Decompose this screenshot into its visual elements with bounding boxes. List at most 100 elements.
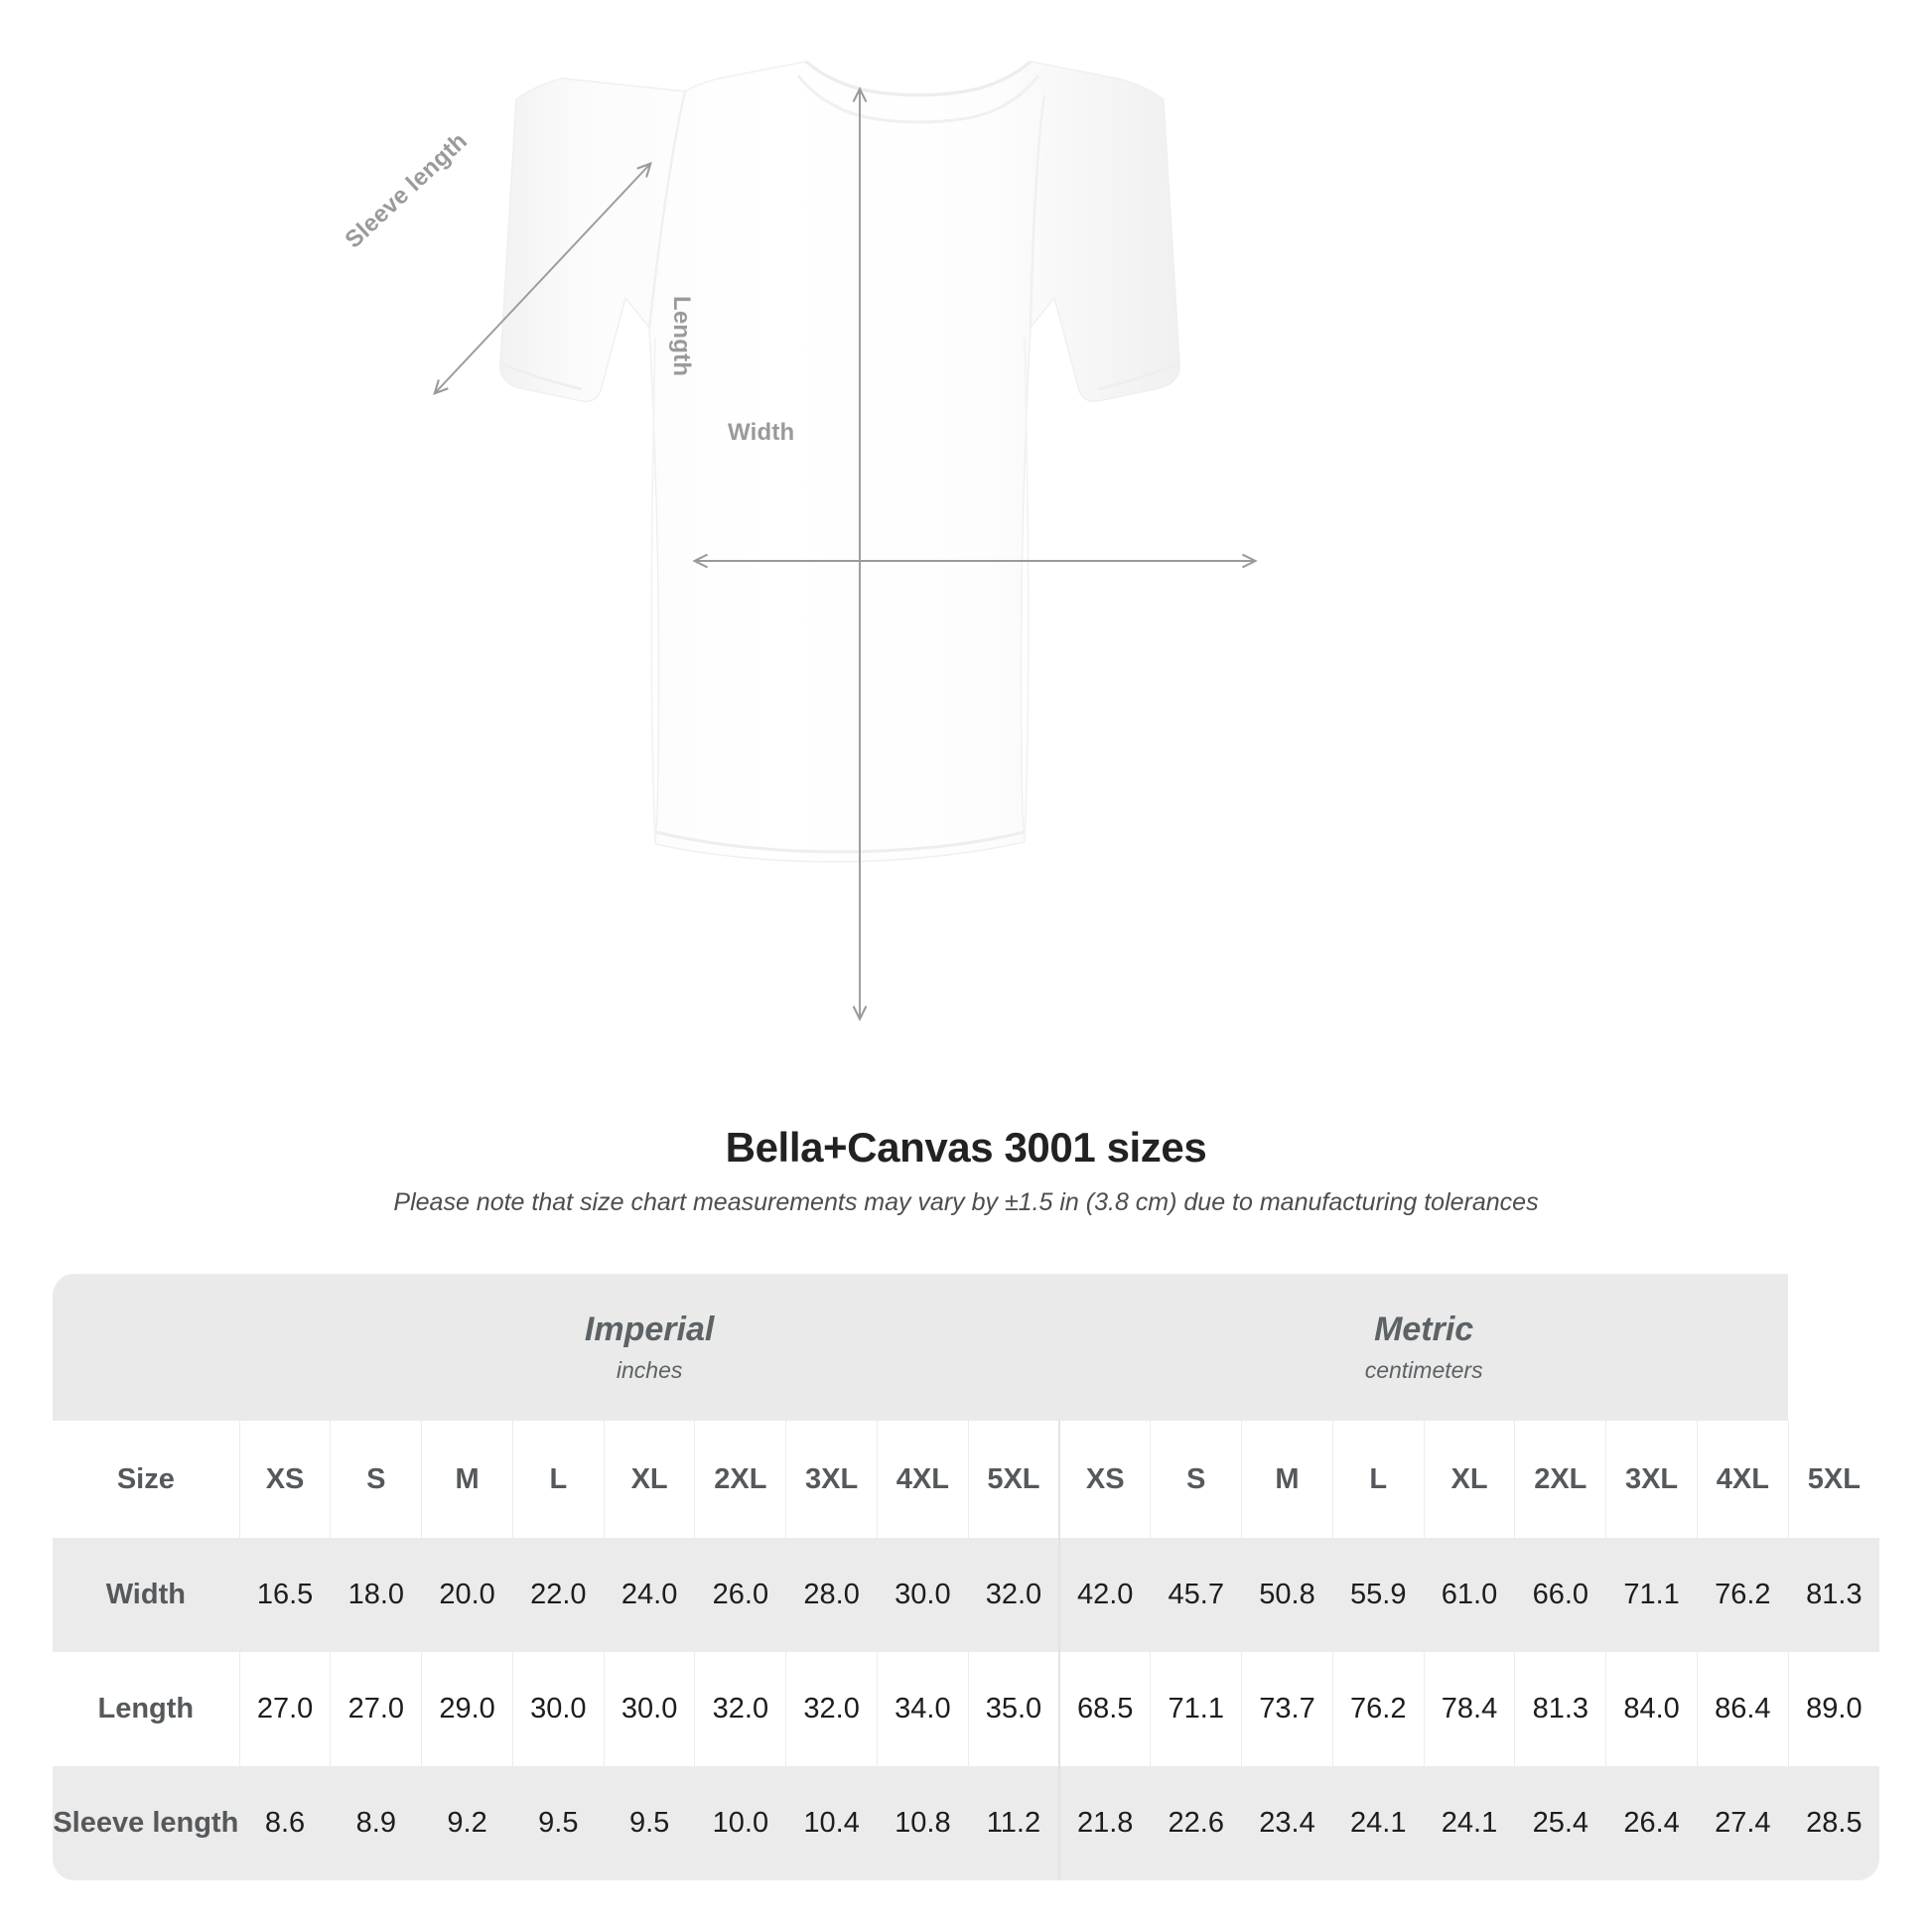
- cell-width-imperial-xs: 16.5: [238, 1538, 331, 1652]
- cell-sleeve-metric-2xl: 25.4: [1514, 1766, 1606, 1880]
- size-col-imperial-xs: XS: [238, 1421, 331, 1538]
- size-col-metric-5xl: 5XL: [1787, 1421, 1879, 1538]
- size-header-row: Size XS S M L XL 2XL 3XL 4XL 5XL XS S M …: [53, 1421, 1879, 1538]
- size-col-metric-xl: XL: [1423, 1421, 1515, 1538]
- cell-length-metric-4xl: 86.4: [1696, 1652, 1789, 1766]
- unit-group-imperial-name: Imperial: [584, 1310, 715, 1348]
- cell-sleeve-metric-4xl: 27.4: [1696, 1766, 1789, 1880]
- unit-group-metric-unit: centimeters: [1364, 1357, 1483, 1384]
- cell-width-metric-m: 50.8: [1241, 1538, 1333, 1652]
- cell-sleeve-imperial-xl: 9.5: [603, 1766, 695, 1880]
- size-col-metric-m: M: [1241, 1421, 1333, 1538]
- cell-sleeve-metric-3xl: 26.4: [1605, 1766, 1698, 1880]
- size-column-header: Size: [53, 1421, 240, 1538]
- size-col-metric-4xl: 4XL: [1696, 1421, 1789, 1538]
- size-col-imperial-2xl: 2XL: [694, 1421, 786, 1538]
- cell-length-metric-xl: 78.4: [1423, 1652, 1515, 1766]
- cell-width-imperial-3xl: 28.0: [785, 1538, 878, 1652]
- cell-width-imperial-2xl: 26.0: [694, 1538, 786, 1652]
- size-table: Imperial inches Metric centimeters Size …: [53, 1274, 1879, 1880]
- size-col-imperial-3xl: 3XL: [785, 1421, 878, 1538]
- sleeve-length-dimension-arrow: [433, 162, 652, 395]
- cell-length-metric-2xl: 81.3: [1514, 1652, 1606, 1766]
- cell-width-metric-3xl: 71.1: [1605, 1538, 1698, 1652]
- cell-sleeve-imperial-4xl: 10.8: [877, 1766, 969, 1880]
- table-row-sleeve-length: Sleeve length 8.6 8.9 9.2 9.5 9.5 10.0 1…: [53, 1766, 1879, 1880]
- row-label-width: Width: [53, 1538, 240, 1652]
- cell-length-imperial-m: 29.0: [421, 1652, 513, 1766]
- size-table-container: Imperial inches Metric centimeters Size …: [53, 1274, 1879, 1880]
- tshirt-graphic: [433, 60, 1258, 1022]
- cell-length-imperial-2xl: 32.0: [694, 1652, 786, 1766]
- tshirt-shape: [499, 60, 1180, 863]
- cell-length-metric-xs: 68.5: [1058, 1652, 1151, 1766]
- cell-sleeve-imperial-3xl: 10.4: [785, 1766, 878, 1880]
- size-col-metric-2xl: 2XL: [1514, 1421, 1606, 1538]
- cell-width-imperial-l: 22.0: [511, 1538, 605, 1652]
- size-col-metric-s: S: [1150, 1421, 1242, 1538]
- cell-width-imperial-xl: 24.0: [603, 1538, 695, 1652]
- cell-length-imperial-l: 30.0: [511, 1652, 605, 1766]
- size-col-imperial-m: M: [421, 1421, 513, 1538]
- cell-sleeve-imperial-xs: 8.6: [238, 1766, 331, 1880]
- cell-width-imperial-m: 20.0: [421, 1538, 513, 1652]
- cell-sleeve-imperial-2xl: 10.0: [694, 1766, 786, 1880]
- cell-width-metric-xl: 61.0: [1423, 1538, 1515, 1652]
- table-row-width: Width 16.5 18.0 20.0 22.0 24.0 26.0 28.0…: [53, 1538, 1879, 1652]
- cell-width-metric-s: 45.7: [1150, 1538, 1242, 1652]
- unit-group-metric-name: Metric: [1374, 1310, 1474, 1348]
- cell-length-imperial-xs: 27.0: [238, 1652, 331, 1766]
- cell-length-imperial-5xl: 35.0: [967, 1652, 1060, 1766]
- cell-length-metric-s: 71.1: [1150, 1652, 1242, 1766]
- cell-length-metric-l: 76.2: [1331, 1652, 1425, 1766]
- cell-width-metric-xs: 42.0: [1058, 1538, 1151, 1652]
- row-label-sleeve-length: Sleeve length: [53, 1766, 240, 1880]
- cell-sleeve-imperial-l: 9.5: [511, 1766, 605, 1880]
- cell-length-imperial-3xl: 32.0: [785, 1652, 878, 1766]
- cell-length-imperial-xl: 30.0: [603, 1652, 695, 1766]
- cell-sleeve-metric-s: 22.6: [1150, 1766, 1242, 1880]
- row-label-length: Length: [53, 1652, 240, 1766]
- cell-width-imperial-5xl: 32.0: [967, 1538, 1060, 1652]
- size-col-imperial-5xl: 5XL: [967, 1421, 1060, 1538]
- cell-width-imperial-s: 18.0: [330, 1538, 422, 1652]
- page-title: Bella+Canvas 3001 sizes: [725, 1124, 1207, 1171]
- unit-header-row: Imperial inches Metric centimeters: [53, 1274, 1879, 1421]
- cell-width-imperial-4xl: 30.0: [877, 1538, 969, 1652]
- cell-length-metric-5xl: 89.0: [1787, 1652, 1879, 1766]
- tolerance-note: Please note that size chart measurements…: [393, 1188, 1539, 1217]
- cell-length-imperial-4xl: 34.0: [877, 1652, 969, 1766]
- size-col-metric-xs: XS: [1058, 1421, 1151, 1538]
- tshirt-illustration: Sleeve length Length Width: [340, 60, 1258, 1022]
- tshirt-image: [433, 60, 1258, 1022]
- size-col-imperial-l: L: [511, 1421, 605, 1538]
- size-col-metric-3xl: 3XL: [1605, 1421, 1698, 1538]
- size-col-imperial-xl: XL: [603, 1421, 695, 1538]
- cell-width-metric-2xl: 66.0: [1514, 1538, 1606, 1652]
- cell-sleeve-metric-l: 24.1: [1331, 1766, 1425, 1880]
- table-row-length: Length 27.0 27.0 29.0 30.0 30.0 32.0 32.…: [53, 1652, 1879, 1766]
- cell-width-metric-4xl: 76.2: [1696, 1538, 1789, 1652]
- cell-length-imperial-s: 27.0: [330, 1652, 422, 1766]
- title-block: Bella+Canvas 3001 sizes Please note that…: [0, 1122, 1932, 1219]
- unit-group-imperial: Imperial inches: [239, 1274, 1060, 1421]
- size-col-imperial-4xl: 4XL: [877, 1421, 969, 1538]
- unit-group-metric: Metric centimeters: [1059, 1274, 1789, 1421]
- cell-width-metric-l: 55.9: [1331, 1538, 1425, 1652]
- cell-sleeve-metric-m: 23.4: [1241, 1766, 1333, 1880]
- cell-length-metric-m: 73.7: [1241, 1652, 1333, 1766]
- cell-length-metric-3xl: 84.0: [1605, 1652, 1698, 1766]
- size-col-imperial-s: S: [330, 1421, 422, 1538]
- cell-sleeve-metric-xl: 24.1: [1423, 1766, 1515, 1880]
- cell-width-metric-5xl: 81.3: [1787, 1538, 1879, 1652]
- cell-sleeve-metric-5xl: 28.5: [1787, 1766, 1879, 1880]
- length-label: Length: [668, 296, 695, 377]
- cell-sleeve-imperial-m: 9.2: [421, 1766, 513, 1880]
- unit-group-imperial-unit: inches: [616, 1357, 683, 1384]
- unit-header-spacer: [53, 1274, 240, 1421]
- cell-sleeve-imperial-5xl: 11.2: [967, 1766, 1060, 1880]
- cell-sleeve-metric-xs: 21.8: [1058, 1766, 1151, 1880]
- width-label: Width: [728, 419, 795, 446]
- size-col-metric-l: L: [1331, 1421, 1425, 1538]
